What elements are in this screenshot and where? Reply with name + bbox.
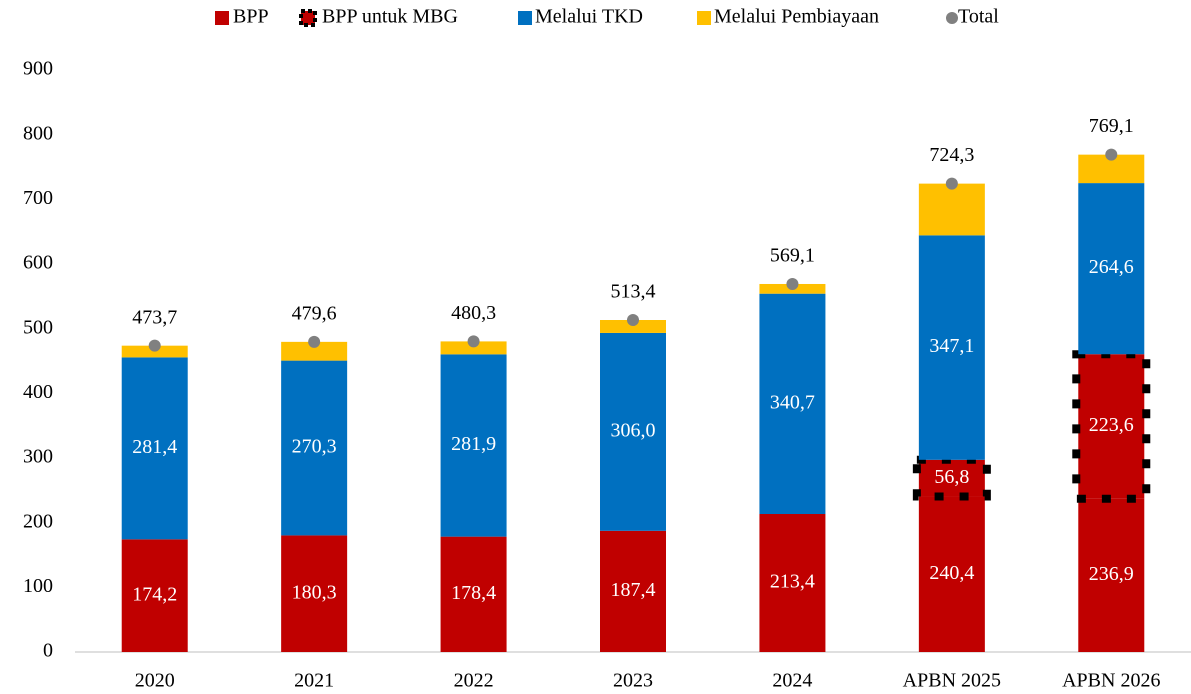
x-tick-label: 2023 bbox=[613, 670, 653, 692]
data-label: 56,8 bbox=[934, 466, 969, 488]
legend-marker bbox=[697, 11, 711, 25]
total-marker bbox=[308, 335, 321, 348]
y-tick-label: 200 bbox=[23, 510, 53, 532]
data-label: 187,4 bbox=[611, 579, 656, 601]
legend-marker bbox=[215, 11, 229, 25]
y-tick-label: 800 bbox=[23, 122, 53, 144]
x-tick-label: APBN 2026 bbox=[1062, 670, 1160, 692]
bar-segment bbox=[600, 320, 666, 333]
total-label: 724,3 bbox=[929, 144, 974, 166]
legend-label: Melalui Pembiayaan bbox=[714, 6, 879, 28]
bar-segment bbox=[440, 354, 507, 537]
data-label: 180,3 bbox=[292, 581, 337, 603]
y-tick-label: 700 bbox=[23, 187, 53, 209]
data-label: 178,4 bbox=[451, 582, 496, 604]
total-marker bbox=[945, 177, 958, 190]
data-label: 236,9 bbox=[1089, 563, 1134, 585]
legend-marker bbox=[518, 11, 532, 25]
data-label: 264,6 bbox=[1089, 256, 1134, 278]
total-label: 513,4 bbox=[611, 281, 656, 303]
y-tick-label: 500 bbox=[23, 316, 53, 338]
x-tick-label: 2021 bbox=[294, 670, 334, 692]
bar-segment bbox=[121, 357, 188, 540]
legend-marker bbox=[301, 11, 315, 25]
total-label: 769,1 bbox=[1089, 115, 1134, 137]
total-marker bbox=[1105, 148, 1118, 161]
bar-segment bbox=[1078, 354, 1145, 499]
bar-segment bbox=[121, 539, 188, 652]
legend-label: BPP untuk MBG bbox=[322, 6, 458, 28]
total-marker bbox=[786, 277, 799, 290]
y-tick-label: 100 bbox=[23, 575, 53, 597]
data-label: 223,6 bbox=[1089, 414, 1134, 436]
data-label: 340,7 bbox=[770, 391, 815, 413]
legend-label: Total bbox=[958, 6, 999, 28]
total-label: 480,3 bbox=[451, 302, 496, 324]
total-marker bbox=[148, 339, 161, 352]
legend-marker-border bbox=[299, 9, 317, 27]
total-marker bbox=[467, 335, 480, 348]
data-label: 281,4 bbox=[132, 436, 177, 458]
bar-segment bbox=[759, 514, 826, 652]
data-label: 240,4 bbox=[929, 562, 974, 584]
bar-segment bbox=[1078, 498, 1145, 652]
bar-segment bbox=[281, 535, 348, 652]
data-label: 306,0 bbox=[611, 419, 656, 441]
bar-segment bbox=[918, 183, 985, 236]
data-label: 347,1 bbox=[929, 335, 974, 357]
bar-segment bbox=[440, 536, 507, 652]
y-tick-label: 0 bbox=[43, 640, 53, 662]
bar-segment bbox=[918, 235, 985, 460]
legend-marker bbox=[946, 12, 958, 24]
bar-segment bbox=[759, 293, 826, 515]
bar-segment bbox=[281, 360, 348, 536]
y-tick-label: 300 bbox=[23, 446, 53, 468]
x-tick-label: 2020 bbox=[135, 670, 175, 692]
bar-segment bbox=[600, 530, 666, 652]
data-label: 213,4 bbox=[770, 571, 815, 593]
x-tick-label: 2024 bbox=[772, 670, 812, 692]
data-label: 174,2 bbox=[132, 583, 177, 605]
bar-segment bbox=[1078, 183, 1145, 355]
total-label: 569,1 bbox=[770, 245, 815, 267]
y-tick-label: 600 bbox=[23, 252, 53, 274]
data-label: 270,3 bbox=[292, 436, 337, 458]
total-marker bbox=[627, 314, 639, 327]
bar-segment bbox=[281, 341, 348, 361]
bar-segment bbox=[600, 332, 666, 531]
legend-label: Melalui TKD bbox=[535, 6, 643, 28]
total-label: 479,6 bbox=[292, 302, 337, 324]
x-tick-label: APBN 2025 bbox=[903, 670, 1001, 692]
total-label: 473,7 bbox=[132, 306, 177, 328]
bar-segment bbox=[918, 459, 985, 497]
legend-label: BPP bbox=[233, 6, 269, 28]
y-tick-label: 400 bbox=[23, 381, 53, 403]
data-label: 281,9 bbox=[451, 433, 496, 455]
x-tick-label: 2022 bbox=[454, 670, 494, 692]
bar-segment bbox=[918, 496, 985, 652]
y-tick-label: 900 bbox=[23, 58, 53, 80]
bar-segment-border bbox=[1072, 350, 1151, 503]
bar-segment bbox=[440, 341, 507, 355]
